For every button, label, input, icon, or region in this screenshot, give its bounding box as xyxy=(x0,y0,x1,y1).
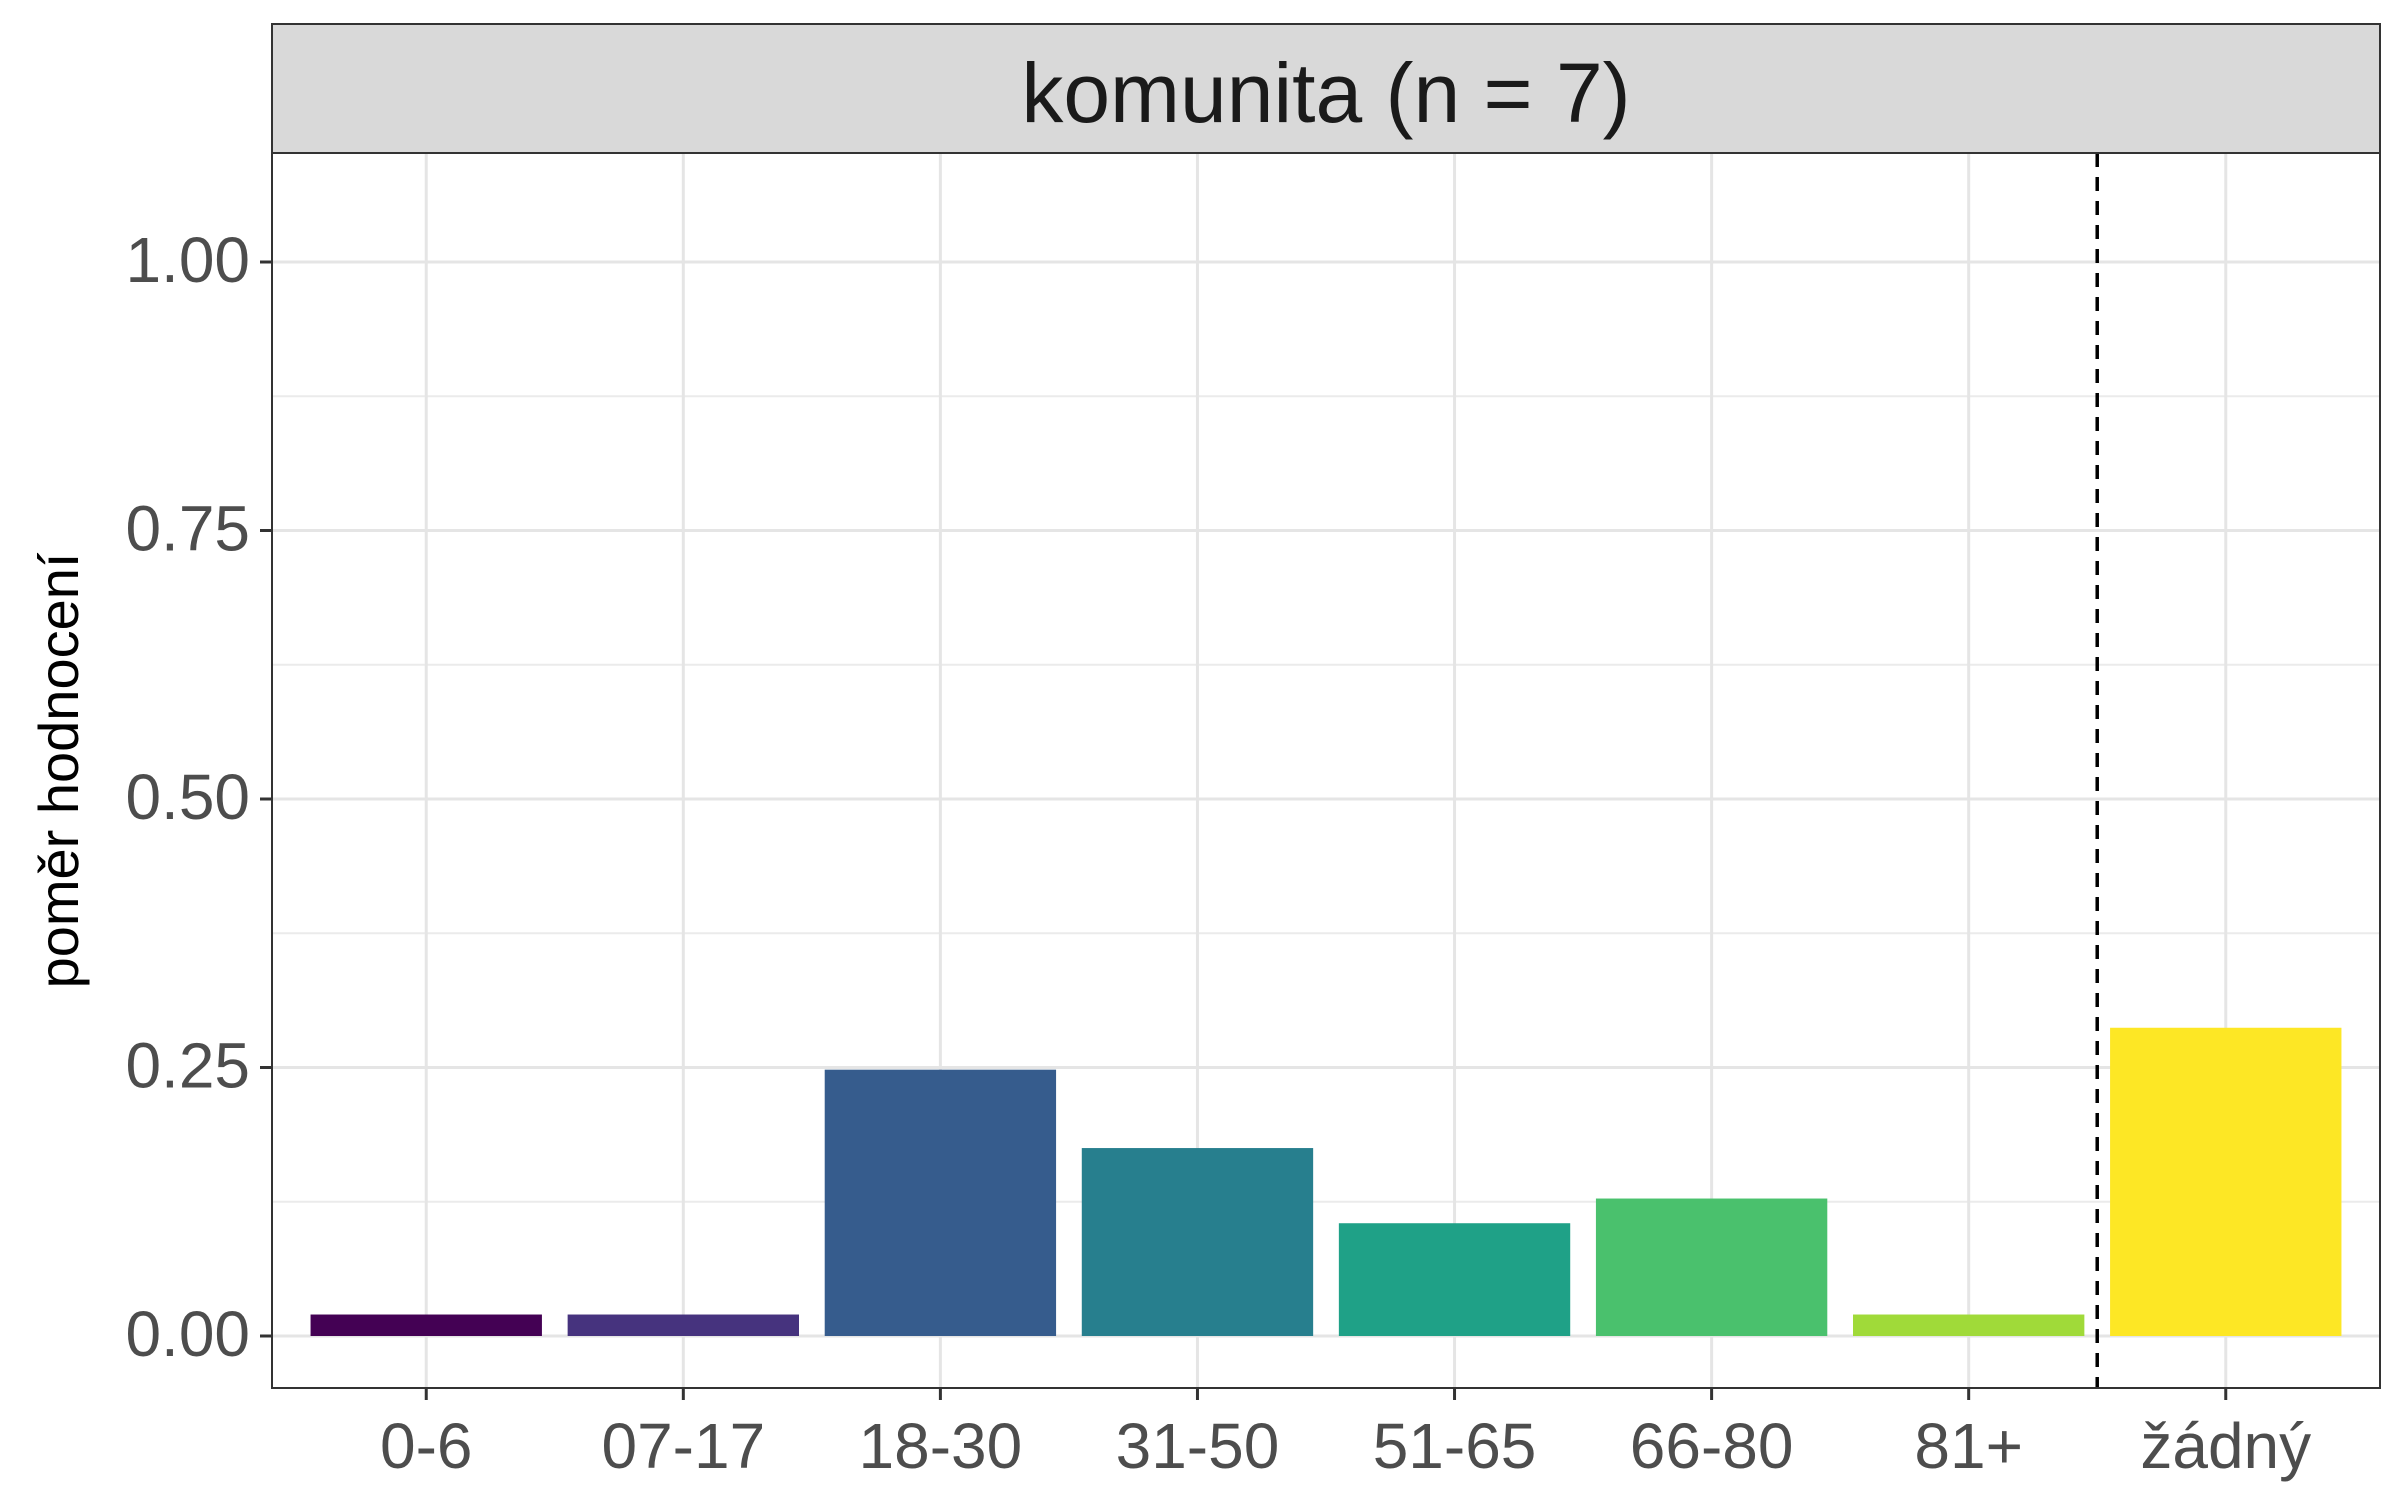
facet-title: komunita (n = 7) xyxy=(1021,46,1630,140)
bar-žádný xyxy=(2110,1027,2342,1336)
x-axis: 0-6 07-17 18-30 31-50 51-65 66-80 81+ žádný xyxy=(380,1388,2311,1482)
bar-81+ xyxy=(1853,1314,2085,1336)
x-tick-label: 0-6 xyxy=(380,1410,473,1482)
x-tick-label: 81+ xyxy=(1914,1410,2023,1482)
y-tick-label: 0.00 xyxy=(125,1298,250,1370)
bar-31-50 xyxy=(1081,1148,1314,1336)
x-tick-label: 66-80 xyxy=(1630,1410,1794,1482)
y-tick-label: 0.25 xyxy=(125,1030,250,1102)
facet-strip: komunita (n = 7) xyxy=(271,23,2381,154)
y-tick-label: 0.50 xyxy=(125,761,250,833)
x-tick-label: žádný xyxy=(2140,1410,2311,1482)
y-tick-label: 1.00 xyxy=(125,224,250,296)
facet-strip-background xyxy=(271,23,2381,154)
x-tick-label: 18-30 xyxy=(859,1410,1023,1482)
bar-0-6 xyxy=(310,1314,542,1336)
bar-07-17 xyxy=(567,1314,799,1336)
y-axis: 0.00 0.25 0.50 0.75 1.00 xyxy=(125,224,272,1370)
bar-51-65 xyxy=(1338,1223,1571,1336)
bars xyxy=(310,1027,2342,1336)
grid xyxy=(272,153,2380,1388)
x-tick-label: 07-17 xyxy=(601,1410,765,1482)
bar-18-30 xyxy=(824,1069,1057,1336)
x-tick-label: 31-50 xyxy=(1116,1410,1280,1482)
bar-66-80 xyxy=(1595,1198,1828,1336)
y-tick-label: 0.75 xyxy=(125,493,250,565)
y-axis-label: poměr hodnocení xyxy=(27,552,90,988)
x-tick-label: 51-65 xyxy=(1373,1410,1537,1482)
